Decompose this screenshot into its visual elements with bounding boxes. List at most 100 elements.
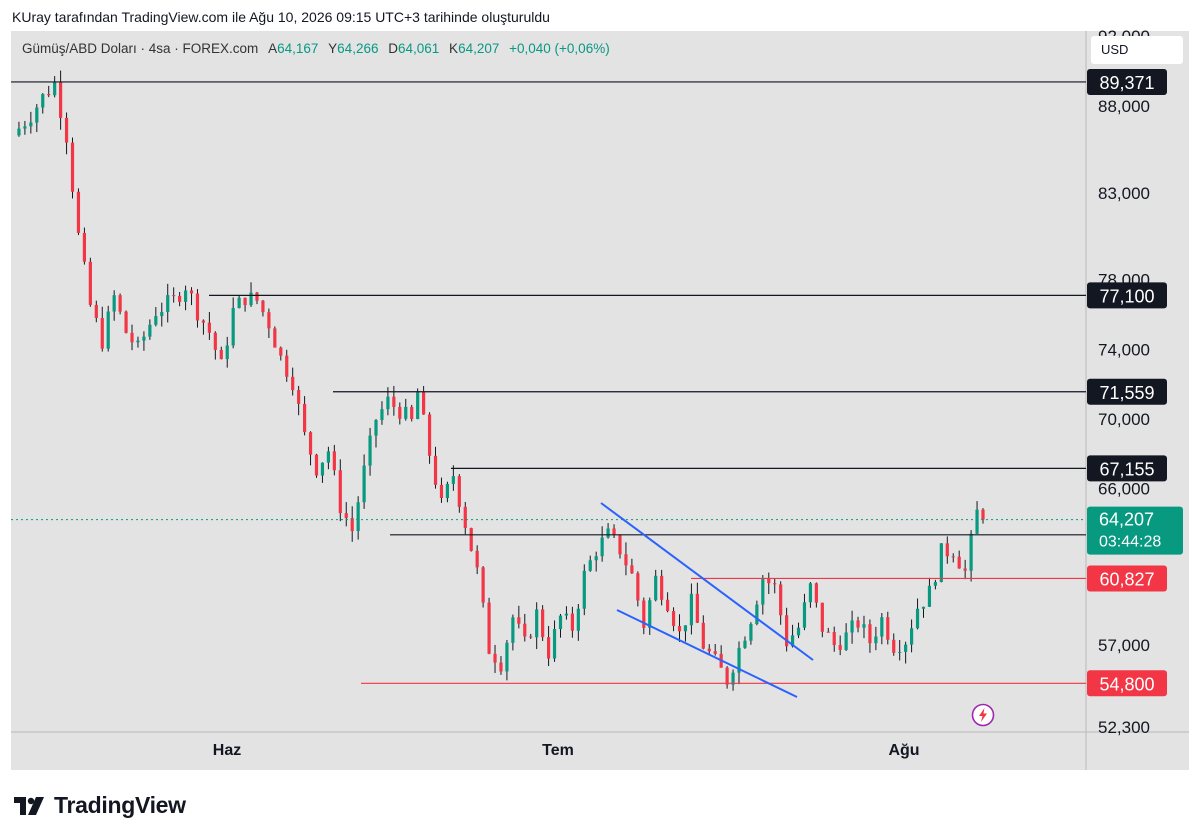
candle-body[interactable] (427, 414, 432, 456)
candle-body[interactable] (785, 615, 789, 647)
candle-body[interactable] (564, 613, 569, 616)
candle-body[interactable] (160, 311, 164, 317)
candle-body[interactable] (933, 582, 937, 586)
candle-body[interactable] (207, 322, 211, 333)
candle-body[interactable] (213, 332, 217, 350)
candle-body[interactable] (535, 609, 539, 638)
candle-body[interactable] (909, 628, 914, 645)
candle-body[interactable] (713, 651, 717, 654)
candle-body[interactable] (927, 585, 932, 607)
candle-body[interactable] (320, 462, 325, 476)
candle-body[interactable] (148, 324, 152, 337)
candle-body[interactable] (945, 543, 949, 557)
candle-body[interactable] (618, 534, 622, 555)
candle-body[interactable] (779, 584, 783, 616)
candle-body[interactable] (951, 556, 955, 558)
candle-body[interactable] (463, 506, 467, 529)
candle-body[interactable] (255, 292, 259, 301)
candle-body[interactable] (457, 476, 461, 507)
candle-body[interactable] (981, 509, 985, 520)
candle-body[interactable] (70, 142, 75, 192)
candle-body[interactable] (743, 640, 747, 648)
candle-body[interactable] (404, 406, 408, 419)
candle-body[interactable] (195, 293, 200, 321)
candle-body[interactable] (975, 509, 979, 534)
candle-body[interactable] (636, 573, 640, 601)
candle-body[interactable] (844, 632, 848, 650)
candle-body[interactable] (898, 651, 902, 653)
candle-body[interactable] (606, 528, 610, 538)
candle-body[interactable] (136, 340, 140, 343)
candle-body[interactable] (356, 502, 360, 532)
candle-body[interactable] (308, 432, 313, 455)
candle-body[interactable] (487, 602, 491, 654)
candle-body[interactable] (529, 636, 533, 638)
candle-body[interactable] (802, 602, 807, 628)
candle-body[interactable] (666, 599, 670, 612)
candle-body[interactable] (23, 126, 27, 129)
candle-body[interactable] (814, 583, 818, 603)
candle-body[interactable] (124, 311, 128, 333)
candle-body[interactable] (874, 636, 878, 644)
candle-body[interactable] (422, 392, 426, 415)
candle-body[interactable] (285, 355, 289, 377)
candle-body[interactable] (582, 570, 586, 609)
candle-body[interactable] (808, 583, 813, 603)
candle-body[interactable] (677, 625, 682, 632)
candle-body[interactable] (921, 606, 926, 609)
candle-body[interactable] (279, 347, 283, 356)
candle-body[interactable] (88, 261, 92, 305)
candle-body[interactable] (737, 647, 741, 673)
candle-body[interactable] (237, 297, 241, 308)
wedge-lower-trendline[interactable] (616, 609, 798, 698)
candle-body[interactable] (100, 318, 104, 349)
candle-body[interactable] (612, 528, 616, 535)
candle-body[interactable] (820, 602, 824, 632)
candle-body[interactable] (642, 600, 646, 628)
candle-body[interactable] (570, 613, 574, 631)
candle-body[interactable] (410, 406, 414, 419)
candle-body[interactable] (231, 307, 235, 346)
candle-body[interactable] (314, 454, 319, 476)
candle-body[interactable] (326, 451, 330, 463)
candle-body[interactable] (499, 662, 503, 672)
candle-body[interactable] (344, 513, 348, 519)
candle-body[interactable] (439, 484, 444, 499)
candle-body[interactable] (392, 396, 396, 407)
candle-body[interactable] (755, 604, 759, 625)
candle-body[interactable] (725, 667, 729, 685)
candle-body[interactable] (350, 518, 354, 532)
candle-body[interactable] (963, 568, 967, 571)
candle-body[interactable] (969, 533, 973, 571)
candle-body[interactable] (695, 593, 699, 623)
candle-body[interactable] (368, 435, 372, 466)
candle-body[interactable] (683, 625, 688, 632)
candle-body[interactable] (594, 556, 598, 561)
candle-body[interactable] (362, 465, 366, 503)
candle-body[interactable] (701, 622, 705, 649)
candle-body[interactable] (654, 575, 658, 601)
candle-body[interactable] (166, 295, 170, 312)
candle-body[interactable] (689, 593, 694, 626)
chart-panel[interactable] (11, 31, 1189, 770)
candle-body[interactable] (796, 627, 801, 636)
candle-body[interactable] (374, 420, 378, 436)
candle-body[interactable] (183, 290, 188, 302)
candle-body[interactable] (576, 608, 580, 631)
candle-body[interactable] (886, 617, 890, 640)
candle-body[interactable] (118, 295, 122, 312)
currency-button[interactable]: USD (1091, 36, 1183, 64)
candle-body[interactable] (433, 455, 438, 485)
candle-body[interactable] (660, 575, 664, 600)
candle-body[interactable] (273, 328, 277, 348)
candle-body[interactable] (523, 623, 527, 637)
symbol-name[interactable]: Gümüş/ABD Doları · 4sa · FOREX.com (22, 41, 259, 56)
candle-body[interactable] (106, 311, 110, 349)
candle-body[interactable] (505, 642, 509, 672)
candle-body[interactable] (915, 608, 920, 629)
candle-body[interactable] (225, 345, 229, 360)
candle-body[interactable] (445, 483, 450, 499)
candle-body[interactable] (451, 476, 455, 484)
candle-body[interactable] (94, 304, 98, 319)
candle-body[interactable] (172, 295, 176, 297)
